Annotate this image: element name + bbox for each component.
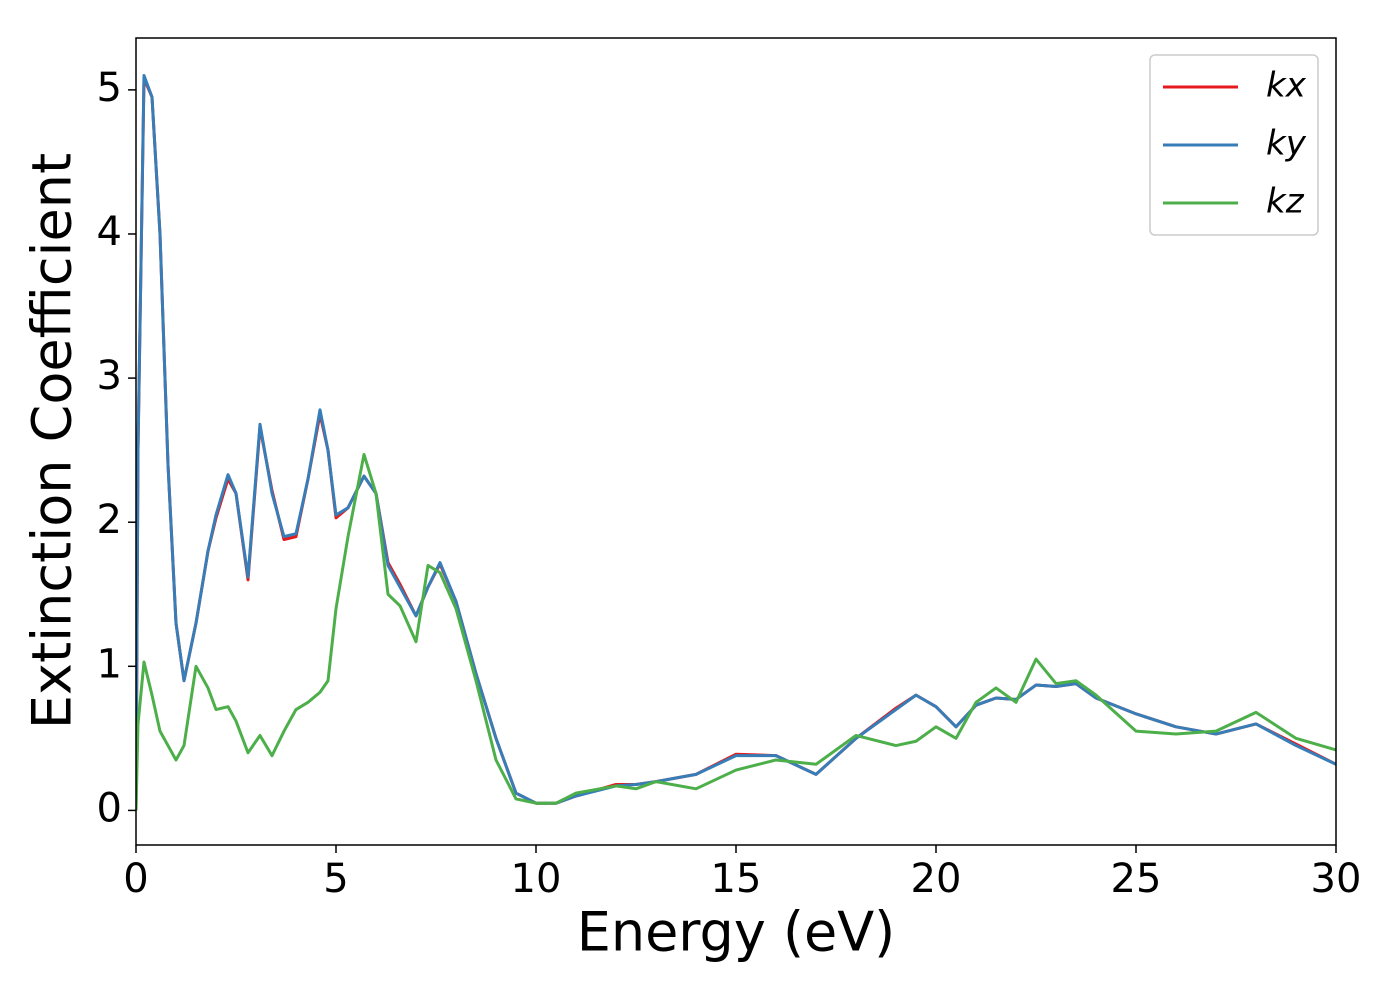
y-tick-label: 4	[97, 209, 122, 255]
line-series	[136, 452, 1336, 811]
y-tick-label: 0	[97, 785, 122, 831]
x-tick-label: 5	[323, 856, 348, 902]
x-tick-label: 20	[911, 856, 962, 902]
legend-label: kx	[1266, 66, 1307, 106]
y-tick-label: 1	[97, 641, 122, 687]
x-tick-label: 15	[711, 856, 762, 902]
x-tick-label: 0	[123, 856, 148, 902]
x-tick-label: 30	[1311, 856, 1362, 902]
legend-label: ky	[1266, 124, 1307, 164]
x-axis-label: Energy (eV)	[577, 901, 896, 964]
y-tick-label: 2	[97, 497, 122, 543]
y-tick-label: 5	[97, 65, 122, 111]
y-axis-label: Extinction Coefficient	[21, 153, 84, 729]
legend-label: kz	[1266, 182, 1305, 222]
y-tick-label: 3	[97, 353, 122, 399]
plot-frame	[135, 37, 1337, 846]
x-tick-label: 25	[1111, 856, 1162, 902]
x-tick-label: 10	[511, 856, 562, 902]
